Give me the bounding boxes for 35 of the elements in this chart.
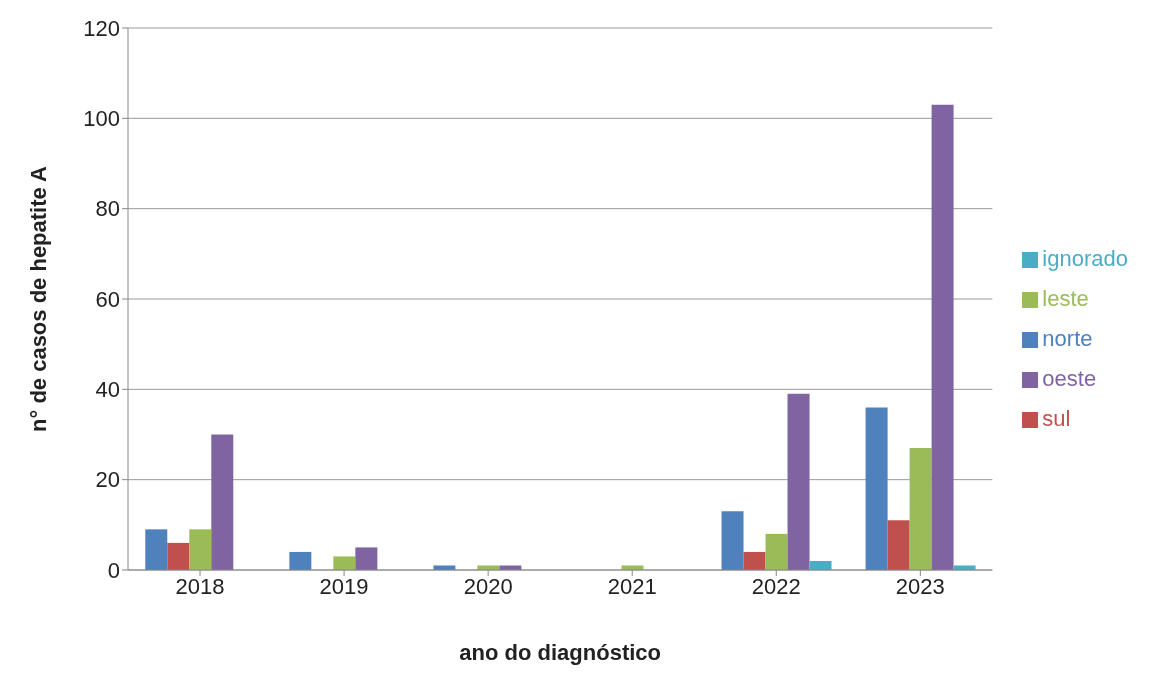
legend-label: leste (1042, 286, 1089, 311)
y-tick-label: 120 (83, 15, 120, 41)
bar (887, 520, 910, 570)
bar (931, 104, 954, 570)
legend-label: sul (1042, 406, 1071, 431)
bar (909, 448, 932, 570)
y-tick-label: 60 (95, 286, 120, 312)
legend-label: ignorado (1042, 246, 1128, 271)
y-tick-label: 100 (83, 106, 120, 132)
bar (145, 529, 168, 570)
x-tick-label: 2022 (751, 573, 801, 599)
legend-label: norte (1042, 326, 1093, 351)
x-tick-label: 2019 (319, 573, 369, 599)
x-tick-label: 2020 (463, 573, 513, 599)
bar (865, 407, 888, 570)
x-tick-label: 2023 (895, 573, 945, 599)
bar (333, 556, 356, 570)
y-tick-label: 40 (95, 377, 120, 403)
x-tick-label: 2021 (607, 573, 657, 599)
bar (743, 551, 766, 570)
bar (787, 393, 810, 570)
y-axis-title: n° de casos de hepatite A (25, 165, 51, 432)
legend-label: oeste (1042, 366, 1097, 391)
bar (289, 551, 312, 570)
bar (211, 434, 234, 570)
bar (355, 547, 378, 570)
y-tick-label: 80 (95, 196, 120, 222)
y-tick-label: 0 (107, 557, 120, 583)
x-axis-title: ano do diagnóstico (459, 640, 662, 665)
bar (167, 542, 190, 570)
bar (721, 511, 744, 570)
bar (765, 533, 788, 570)
y-tick-label: 20 (95, 467, 120, 493)
x-tick-label: 2018 (175, 573, 225, 599)
bar (189, 529, 212, 570)
